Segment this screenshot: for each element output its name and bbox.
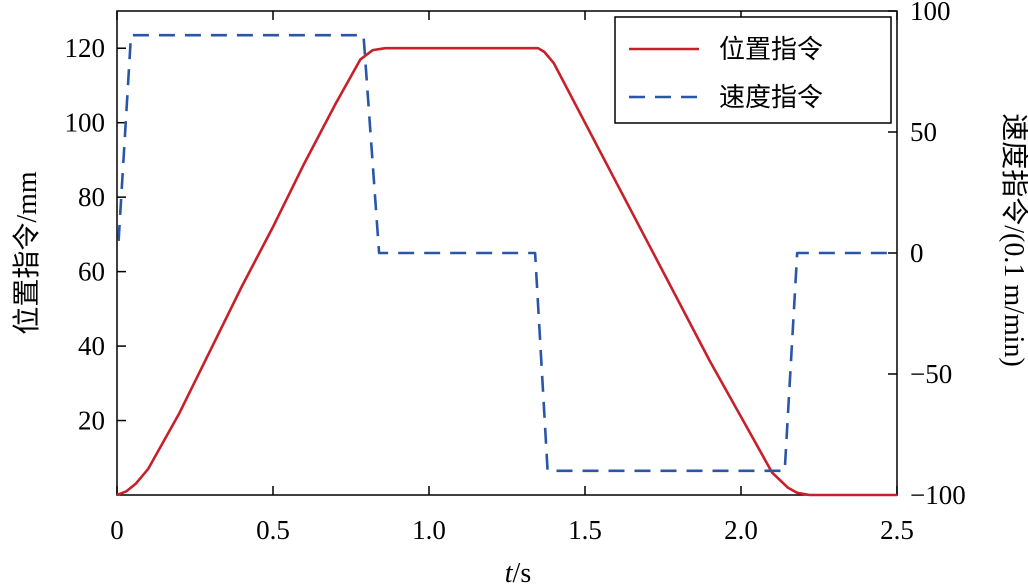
- x-axis-title: t/s: [505, 558, 531, 587]
- x-tick-label: 1.5: [568, 515, 602, 545]
- y-left-axis-title: 位置指令/mm: [11, 171, 43, 335]
- y-right-tick-label: 100: [910, 0, 951, 26]
- y-left-tick-label: 100: [65, 108, 106, 138]
- legend-box: [614, 16, 892, 124]
- x-tick-label: 2.5: [880, 515, 914, 545]
- x-tick-label: 2.0: [724, 515, 758, 545]
- legend-label: 速度指令: [719, 83, 823, 113]
- y-left-tick-label: 60: [78, 257, 105, 287]
- velocity-command-line: [117, 33, 897, 473]
- y-left-tick-label: 20: [78, 406, 105, 436]
- legend-label: 位置指令: [719, 35, 823, 65]
- y-right-tick-label: 50: [910, 117, 937, 147]
- y-right-tick-label: −50: [910, 359, 952, 389]
- y-left-tick-label: 120: [65, 33, 106, 63]
- x-tick-label: 0.5: [256, 515, 290, 545]
- y-right-tick-label: −100: [910, 480, 966, 510]
- y-right-tick-label: 0: [910, 238, 924, 268]
- y-left-tick-label: 40: [78, 331, 105, 361]
- x-axis-title-variable: t: [505, 558, 514, 587]
- x-axis-title-unit: /s: [513, 558, 532, 587]
- position-command-line: [116, 46, 897, 497]
- x-tick-label: 1.0: [412, 515, 446, 545]
- x-tick-label: 0: [110, 515, 124, 545]
- y-left-tick-label: 80: [78, 182, 105, 212]
- y-right-axis-title: 速度指令/(0.1 m/min): [998, 113, 1028, 367]
